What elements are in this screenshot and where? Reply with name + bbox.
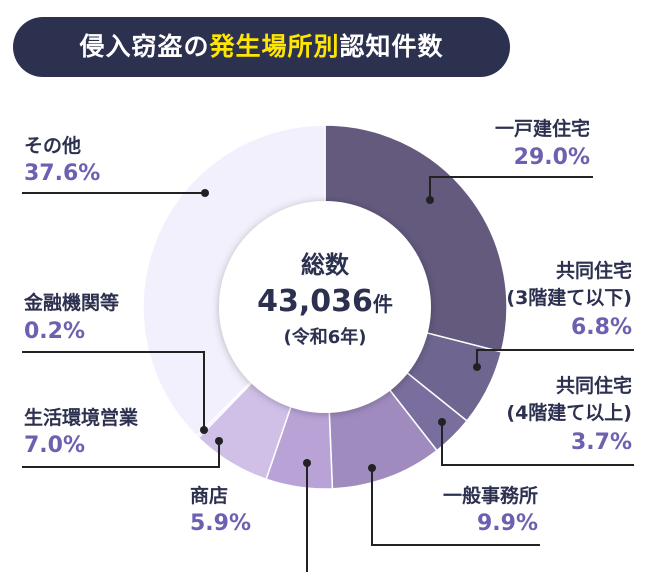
label-finance: 金融機関等 <box>24 292 120 314</box>
leader-line-2 <box>441 422 634 466</box>
leader-dot-1 <box>473 363 481 371</box>
total-unit: 件 <box>372 292 393 316</box>
label-office: 一般事務所 <box>442 485 538 507</box>
leader-dot-6 <box>200 426 208 434</box>
pct-apartment-low: 6.8% <box>570 315 632 340</box>
leader-dot-0 <box>426 196 434 204</box>
pct-store: 5.9% <box>190 511 252 536</box>
label-store: 商店 <box>190 485 229 507</box>
pct-other: 37.6% <box>24 161 101 186</box>
label-apartment-low-2: (3階建て以下) <box>506 287 632 309</box>
total-number: 43,036 <box>257 284 373 319</box>
title-prefix: 侵入窃盗の <box>79 32 210 61</box>
total-box: 総数 43,036件 (令和6年) <box>225 245 425 349</box>
label-other: その他 <box>24 135 82 157</box>
leader-dot-5 <box>215 437 223 445</box>
pct-office: 9.9% <box>476 511 538 536</box>
pct-detached-house: 29.0% <box>513 145 590 170</box>
label-service: 生活環境営業 <box>24 407 139 429</box>
chart-title: 侵入窃盗の発生場所別認知件数 <box>13 17 510 77</box>
title-highlight: 発生場所別 <box>209 32 340 61</box>
label-apartment-high-1: 共同住宅 <box>555 375 632 397</box>
pct-service: 7.0% <box>24 433 86 458</box>
label-apartment-low-1: 共同住宅 <box>555 260 632 282</box>
leader-line-6 <box>22 351 205 430</box>
leader-line-5 <box>22 441 220 468</box>
leader-dot-3 <box>368 464 376 472</box>
label-apartment-high-2: (4階建て以上) <box>506 402 632 424</box>
pct-finance: 0.2% <box>24 319 86 344</box>
total-value: 43,036件 <box>225 284 425 319</box>
title-suffix: 認知件数 <box>339 32 444 61</box>
leader-line-0 <box>429 176 593 200</box>
pct-apartment-high: 3.7% <box>570 430 632 455</box>
title-banner <box>13 17 510 77</box>
leader-line-3 <box>371 468 540 546</box>
total-period: (令和6年) <box>283 327 367 348</box>
donut-center <box>219 201 431 413</box>
total-label: 総数 <box>301 251 349 279</box>
leader-line-1 <box>476 349 634 367</box>
leader-dot-4 <box>303 459 311 467</box>
label-detached-house: 一戸建住宅 <box>494 118 590 140</box>
leader-dot-7 <box>201 189 209 197</box>
leader-dot-2 <box>438 418 446 426</box>
